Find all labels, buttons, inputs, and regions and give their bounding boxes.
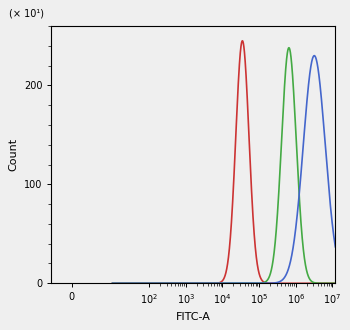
X-axis label: FITC-A: FITC-A (176, 312, 211, 322)
Text: (× 10¹): (× 10¹) (9, 8, 44, 18)
Y-axis label: Count: Count (8, 138, 18, 171)
